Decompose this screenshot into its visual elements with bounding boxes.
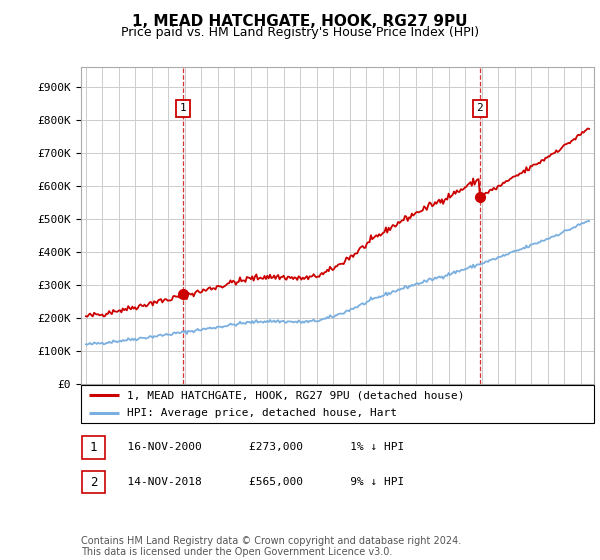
Text: 1, MEAD HATCHGATE, HOOK, RG27 9PU (detached house): 1, MEAD HATCHGATE, HOOK, RG27 9PU (detac…	[127, 390, 464, 400]
Text: 16-NOV-2000       £273,000       1% ↓ HPI: 16-NOV-2000 £273,000 1% ↓ HPI	[114, 442, 404, 452]
Text: Contains HM Land Registry data © Crown copyright and database right 2024.
This d: Contains HM Land Registry data © Crown c…	[81, 535, 461, 557]
Text: 1, MEAD HATCHGATE, HOOK, RG27 9PU: 1, MEAD HATCHGATE, HOOK, RG27 9PU	[132, 14, 468, 29]
Text: 2: 2	[90, 475, 97, 489]
Text: 1: 1	[90, 441, 97, 454]
Text: HPI: Average price, detached house, Hart: HPI: Average price, detached house, Hart	[127, 408, 397, 418]
Text: 2: 2	[476, 104, 483, 113]
Text: 14-NOV-2018       £565,000       9% ↓ HPI: 14-NOV-2018 £565,000 9% ↓ HPI	[114, 477, 404, 487]
Text: Price paid vs. HM Land Registry's House Price Index (HPI): Price paid vs. HM Land Registry's House …	[121, 26, 479, 39]
Text: 1: 1	[179, 104, 187, 113]
